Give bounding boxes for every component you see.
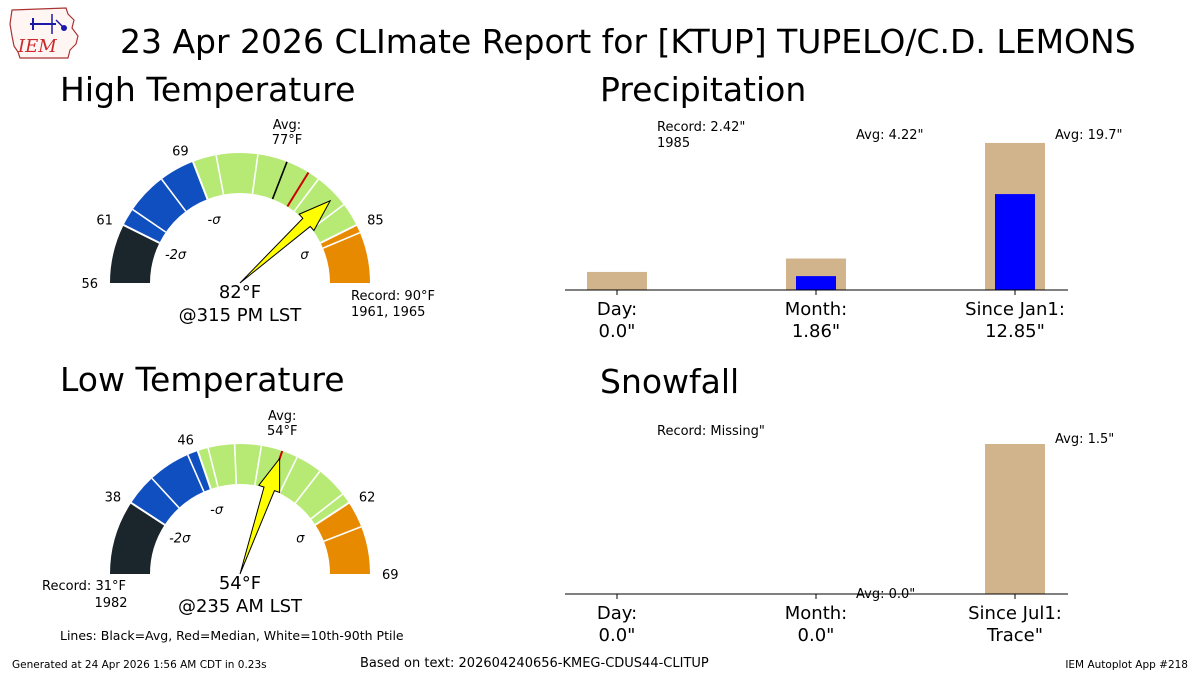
percentile-line <box>132 208 167 233</box>
gauge-needle <box>239 457 281 575</box>
average-bar <box>587 271 647 290</box>
gauge-tick-label: 38 <box>105 490 122 505</box>
gauge-needle <box>239 199 332 284</box>
value-label: 12.85" <box>985 321 1045 342</box>
percentile-line <box>215 155 225 195</box>
iem-logo: IEM <box>9 7 79 59</box>
band-separator <box>314 501 351 526</box>
high-temp-gauge: 56 61 69 85 -2σ -σ σ Avg:77°F 82°F@315 PM LST Rec… <box>81 118 435 326</box>
low-temp-title: Low Temperature <box>60 360 345 399</box>
high-temp-title: High Temperature <box>60 70 356 109</box>
gauge-band <box>320 225 370 283</box>
observed-bar <box>796 276 836 290</box>
record-year: 1985 <box>657 136 690 151</box>
gauge-tick-label: 85 <box>367 214 384 229</box>
percentile-line <box>254 445 263 486</box>
record-years: 1961, 1965 <box>351 305 425 320</box>
average-bar <box>985 444 1045 594</box>
gauge-band <box>315 502 370 574</box>
precip-title: Precipitation <box>600 70 807 109</box>
plus-sigma-label: σ <box>296 532 305 547</box>
plus-sigma-label: σ <box>300 248 309 263</box>
record-label: Record: 31°F <box>42 579 126 594</box>
avg-label: Avg: <box>268 409 296 424</box>
percentile-line <box>207 447 219 487</box>
snow-title: Snowfall <box>600 362 740 401</box>
gauge-time-label: @235 AM LST <box>178 596 303 617</box>
gauge-band <box>131 451 211 525</box>
generated-note: Generated at 24 Apr 2026 1:56 AM CDT in … <box>12 659 267 671</box>
minus-2sigma-label: -2σ <box>169 532 191 547</box>
gauge-band <box>110 225 160 283</box>
logo-text: IEM <box>17 36 57 57</box>
bar-annotation: Avg: 4.22" <box>856 128 924 143</box>
gauge-time-label: @315 PM LST <box>179 305 303 326</box>
value-label: 0.0" <box>599 625 636 646</box>
gauge-tick-label: 62 <box>359 490 376 505</box>
gauge-tick-label: 69 <box>172 145 189 160</box>
minus-2sigma-label: -2σ <box>165 248 187 263</box>
gauge-band <box>123 161 208 243</box>
gauge-tick-label: 61 <box>96 214 113 229</box>
value-label: Trace" <box>986 625 1043 646</box>
gauge-tick-label: 69 <box>382 568 399 583</box>
category-label: Day: <box>597 299 637 320</box>
percentile-line <box>251 154 259 194</box>
bar-annotation: Record: Missing" <box>657 424 765 439</box>
percentile-line <box>161 178 187 212</box>
record-years: 1982 <box>94 596 127 611</box>
gauge-value-label: 82°F <box>219 282 261 303</box>
category-label: Since Jan1: <box>965 299 1065 320</box>
band-separator <box>196 449 212 490</box>
gauge-value-label: 54°F <box>219 573 261 594</box>
bar-annotation: Avg: 1.5" <box>1055 432 1114 447</box>
based-on-note: Based on text: 202604240656-KMEG-CDUS44-… <box>360 656 709 671</box>
precip-chart: Day:0.0" Month:1.86" Since Jan1:12.85" Reco… <box>565 120 1123 342</box>
value-label: 0.0" <box>599 321 636 342</box>
app-note: IEM Autoplot App #218 <box>1065 659 1188 671</box>
band-separator <box>191 160 209 200</box>
observed-bar <box>995 194 1035 290</box>
band-separator <box>122 223 160 244</box>
percentile-line <box>322 231 361 249</box>
percentile-line <box>233 444 238 485</box>
avg-temp-label: 77°F <box>272 133 303 148</box>
percentile-line <box>310 493 344 520</box>
band-separator <box>129 501 166 526</box>
category-label: Day: <box>597 603 637 624</box>
category-label: Since Jul1: <box>968 603 1062 624</box>
avg-temp-label: 54°F <box>267 424 298 439</box>
bar-annotation: Avg: 0.0" <box>856 587 915 602</box>
band-separator <box>320 223 358 244</box>
category-label: Month: <box>785 299 847 320</box>
percentile-line <box>293 178 319 212</box>
percentile-line <box>323 525 362 543</box>
minus-sigma-label: -σ <box>210 503 224 518</box>
percentile-line <box>294 470 321 504</box>
gauge-band <box>110 502 165 574</box>
percentile-line <box>187 454 205 492</box>
avg-label: Avg: <box>273 118 301 133</box>
percentile-line <box>151 477 180 509</box>
bar-annotation: Record: 2.42" <box>657 120 745 135</box>
record-label: Record: 90°F <box>351 289 435 304</box>
avg-line <box>271 161 288 200</box>
lines-legend-note: Lines: Black=Avg, Red=Median, White=10th… <box>60 628 404 643</box>
snow-chart: Day:0.0"Month:0.0"Since Jul1:Trace"Recor… <box>565 424 1114 646</box>
percentile-line <box>278 456 298 494</box>
gauge-tick-label: 56 <box>81 277 98 292</box>
gauge-tick-label: 46 <box>177 434 194 449</box>
category-label: Month: <box>785 603 847 624</box>
page-title: 23 Apr 2026 CLImate Report for [KTUP] TU… <box>120 22 1136 61</box>
bar-annotation: Avg: 19.7" <box>1055 128 1123 143</box>
median-line <box>286 171 310 208</box>
value-label: 1.86" <box>792 321 840 342</box>
minus-sigma-label: -σ <box>208 213 222 228</box>
value-label: 0.0" <box>798 625 835 646</box>
